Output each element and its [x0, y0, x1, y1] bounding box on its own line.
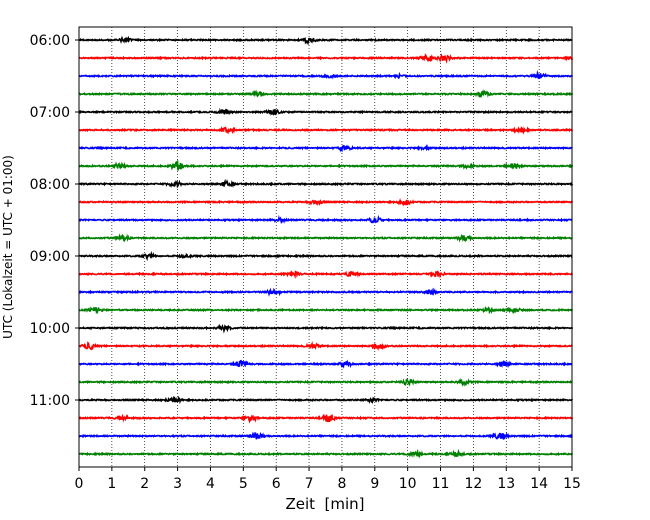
x-tick-label: 4 — [206, 476, 215, 492]
seismogram-trace — [78, 69, 574, 80]
seismogram-trace — [78, 287, 574, 297]
x-tick-label: 8 — [337, 476, 346, 492]
x-axis-label: Zeit [min] — [285, 495, 364, 513]
x-tick-label: 5 — [239, 476, 248, 492]
seismogram-trace — [78, 214, 573, 224]
seismogram-trace — [78, 395, 574, 405]
seismogram-trace — [78, 359, 573, 369]
x-tick-label: 10 — [399, 476, 417, 492]
x-tick-label: 3 — [173, 476, 182, 492]
seismogram-trace — [78, 250, 573, 262]
seismogram-trace — [78, 88, 574, 99]
seismogram-trace — [78, 198, 574, 207]
seismogram-trace — [78, 143, 573, 153]
x-tick-label: 14 — [530, 476, 548, 492]
x-tick-label: 11 — [432, 476, 450, 492]
seismogram-trace — [78, 159, 574, 171]
seismogram-trace — [78, 53, 574, 64]
x-tick-label: 7 — [305, 476, 314, 492]
y-tick-label: 11:00 — [30, 393, 70, 409]
seismogram-trace — [78, 431, 574, 441]
seismogram-trace — [78, 448, 574, 459]
x-tick-label: 2 — [140, 476, 149, 492]
x-tick-label: 1 — [107, 476, 116, 492]
x-tick-label: 9 — [370, 476, 379, 492]
seismogram-trace — [78, 340, 573, 351]
seismogram-traces — [78, 35, 574, 459]
seismogram-trace — [78, 125, 574, 135]
y-axis-label: UTC (Lokalzeit = UTC + 01:00) — [1, 155, 15, 339]
y-axis-ticks: 06:00 07:00 08:00 09:00 10:00 11:00 — [30, 33, 79, 409]
y-tick-label: 09:00 — [30, 249, 70, 265]
seismogram-trace — [78, 178, 574, 189]
plot-frame — [78, 26, 573, 468]
y-tick-label: 06:00 — [30, 33, 70, 49]
x-tick-label: 15 — [563, 476, 581, 492]
seismogram-trace — [78, 413, 574, 424]
seismogram-trace — [78, 233, 573, 243]
y-tick-label: 10:00 — [30, 321, 70, 337]
seismogram-trace — [78, 377, 573, 387]
seismogram-trace — [78, 323, 574, 334]
x-tick-label: 6 — [272, 476, 281, 492]
x-tick-label: 12 — [464, 476, 482, 492]
y-tick-label: 07:00 — [30, 105, 70, 121]
y-tick-label: 08:00 — [30, 177, 70, 193]
x-tick-label: 13 — [497, 476, 515, 492]
seismogram-trace — [78, 270, 574, 280]
seismogram-trace — [78, 306, 574, 315]
seismogram-trace — [78, 35, 573, 46]
x-tick-label: 0 — [75, 476, 84, 492]
grid-lines — [111, 27, 540, 467]
seismogram-trace — [78, 107, 573, 117]
x-axis-ticks: 0 1 2 3 4 5 6 7 8 9 10 11 12 13 14 15 — [75, 467, 581, 492]
